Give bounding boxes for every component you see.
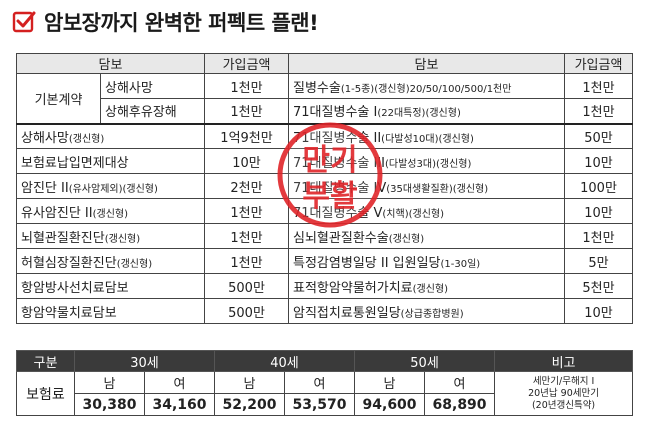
- header-remarks: 비고: [494, 350, 634, 372]
- table-row: 허혈심장질환진단(갱신형) 1천만 특정감염병일당 II 입원일당(1-30일)…: [15, 248, 634, 274]
- gender-male: 남: [74, 371, 145, 394]
- premium-value: 68,890: [424, 393, 496, 416]
- gender-female: 여: [424, 371, 496, 394]
- coverage-name: 71대질병수술 IV(35대생활질환)(갱신형): [288, 173, 566, 199]
- coverage-name: 질병수술(1-5종)(갱신형)20/50/100/500/1천만: [288, 73, 566, 99]
- coverage-name: 71대질병수술 I(22대특정)(갱신형): [288, 98, 566, 124]
- coverage-amount: 1천만: [564, 223, 634, 249]
- premium-values-row: 30,380 34,160 52,200 53,570 94,600 68,89…: [17, 393, 633, 416]
- coverage-table: 담보 가입금액 담보 가입금액 기본계약 상해사망 1천만 질병수술(1-5종)…: [15, 53, 634, 324]
- coverage-amount: 1천만: [204, 248, 290, 274]
- gender-female: 여: [143, 371, 216, 394]
- page-title-block: 암보장까지 완벽한 퍼펙트 플랜!: [12, 6, 319, 38]
- coverage-amount: 50만: [564, 122, 634, 149]
- remarks-note: 세만기/무해지 I 20년납 90세만기 (20년갱신특약): [494, 371, 634, 416]
- coverage-name: 암진단 II(유사암제외)(갱신형): [15, 173, 206, 199]
- premium-value: 94,600: [354, 393, 426, 416]
- checkbox-check-icon: [12, 11, 36, 33]
- coverage-name: 71대질병수술 V(치핵)(갱신형): [288, 198, 566, 224]
- coverage-name: 표적항암약물허가치료(갱신형): [288, 273, 566, 299]
- coverage-amount: 500만: [204, 273, 290, 299]
- header-coverage-right: 담보: [288, 53, 566, 74]
- premium-value: 30,380: [74, 393, 145, 416]
- premium-value: 53,570: [284, 393, 356, 416]
- coverage-name: 보험료납입면제대상: [15, 148, 206, 174]
- table-row: 암진단 II(유사암제외)(갱신형) 2천만 71대질병수술 IV(35대생활질…: [15, 173, 634, 199]
- coverage-name: 특정감염병일당 II 입원일당(1-30일): [288, 248, 566, 274]
- gender-male: 남: [354, 371, 426, 394]
- coverage-amount: 10만: [564, 298, 634, 324]
- table-row: 기본계약 상해사망 1천만 질병수술(1-5종)(갱신형)20/50/100/5…: [16, 73, 634, 124]
- header-coverage-left: 담보: [15, 53, 206, 74]
- gender-male: 남: [214, 371, 286, 394]
- table-row: 항암약물치료담보 500만 암직접치료통원일당(상급종합병원) 10만: [15, 298, 634, 324]
- coverage-name: 71대질병수술 III(다발성3대)(갱신형): [288, 148, 566, 174]
- header-amount-right: 가입금액: [564, 53, 634, 74]
- coverage-name: 항암방사선치료담보: [15, 273, 206, 299]
- coverage-amount: 10만: [204, 148, 290, 174]
- premium-table: 구분 30세 40세 50세 비고 보험료 남 여 남 여 남 여 세만기/무해…: [16, 350, 634, 416]
- table-row: 유사암진단 II(갱신형) 1천만 71대질병수술 V(치핵)(갱신형) 10만: [15, 198, 634, 224]
- coverage-amount: 5천만: [564, 273, 634, 299]
- basic-contract-label: 기본계약: [16, 73, 101, 124]
- coverage-name: 유사암진단 II(갱신형): [15, 198, 206, 224]
- coverage-name: 허혈심장질환진단(갱신형): [15, 248, 206, 274]
- coverage-name: 상해사망: [99, 73, 206, 99]
- coverage-amount: 1천만: [204, 223, 290, 249]
- header-age-30: 30세: [73, 350, 216, 372]
- coverage-amount: 10만: [564, 148, 634, 174]
- header-amount-left: 가입금액: [204, 53, 290, 74]
- coverage-name: 상해후유장해: [99, 98, 206, 124]
- coverage-name: 상해사망(갱신형): [15, 122, 206, 149]
- header-category: 구분: [16, 350, 75, 372]
- table-row: 상해후유장해 1천만 71대질병수술 I(22대특정)(갱신형) 1천만: [17, 98, 634, 124]
- table-row: 뇌혈관질환진단(갱신형) 1천만 심뇌혈관질환수술(갱신형) 1천만: [15, 223, 634, 249]
- table-row: 보험료납입면제대상 10만 71대질병수술 III(다발성3대)(갱신형) 10…: [15, 148, 634, 174]
- premium-row-label: 보험료: [16, 371, 75, 416]
- coverage-name: 심뇌혈관질환수술(갱신형): [288, 223, 566, 249]
- coverage-amount: 1억9천만: [204, 122, 290, 149]
- coverage-amount: 10만: [564, 198, 634, 224]
- gender-row: 보험료 남 여 남 여 남 여 세만기/무해지 I 20년납 90세만기 (20…: [16, 371, 634, 416]
- gender-female: 여: [284, 371, 356, 394]
- coverage-amount: 1천만: [204, 198, 290, 224]
- table-row: 상해사망(갱신형) 1억9천만 71대질병수술 II(다발성10대)(갱신형) …: [15, 122, 634, 149]
- coverage-amount: 1천만: [204, 98, 290, 124]
- coverage-amount: 1천만: [564, 98, 634, 124]
- coverage-name: 뇌혈관질환진단(갱신형): [15, 223, 206, 249]
- premium-value: 52,200: [214, 393, 286, 416]
- coverage-amount: 1천만: [564, 73, 634, 99]
- coverage-amount: 2천만: [204, 173, 290, 199]
- coverage-amount: 1천만: [204, 73, 290, 99]
- coverage-amount: 5만: [564, 248, 634, 274]
- header-age-40: 40세: [214, 350, 356, 372]
- coverage-name: 항암약물치료담보: [15, 298, 206, 324]
- coverage-amount: 100만: [564, 173, 634, 199]
- table-row: 항암방사선치료담보 500만 표적항암약물허가치료(갱신형) 5천만: [15, 273, 634, 299]
- page-title: 암보장까지 완벽한 퍼펙트 플랜!: [44, 11, 319, 35]
- premium-value: 34,160: [143, 393, 216, 416]
- coverage-name: 71대질병수술 II(다발성10대)(갱신형): [288, 122, 566, 149]
- header-age-50: 50세: [354, 350, 496, 372]
- coverage-amount: 500만: [204, 298, 290, 324]
- coverage-name: 암직접치료통원일당(상급종합병원): [288, 298, 566, 324]
